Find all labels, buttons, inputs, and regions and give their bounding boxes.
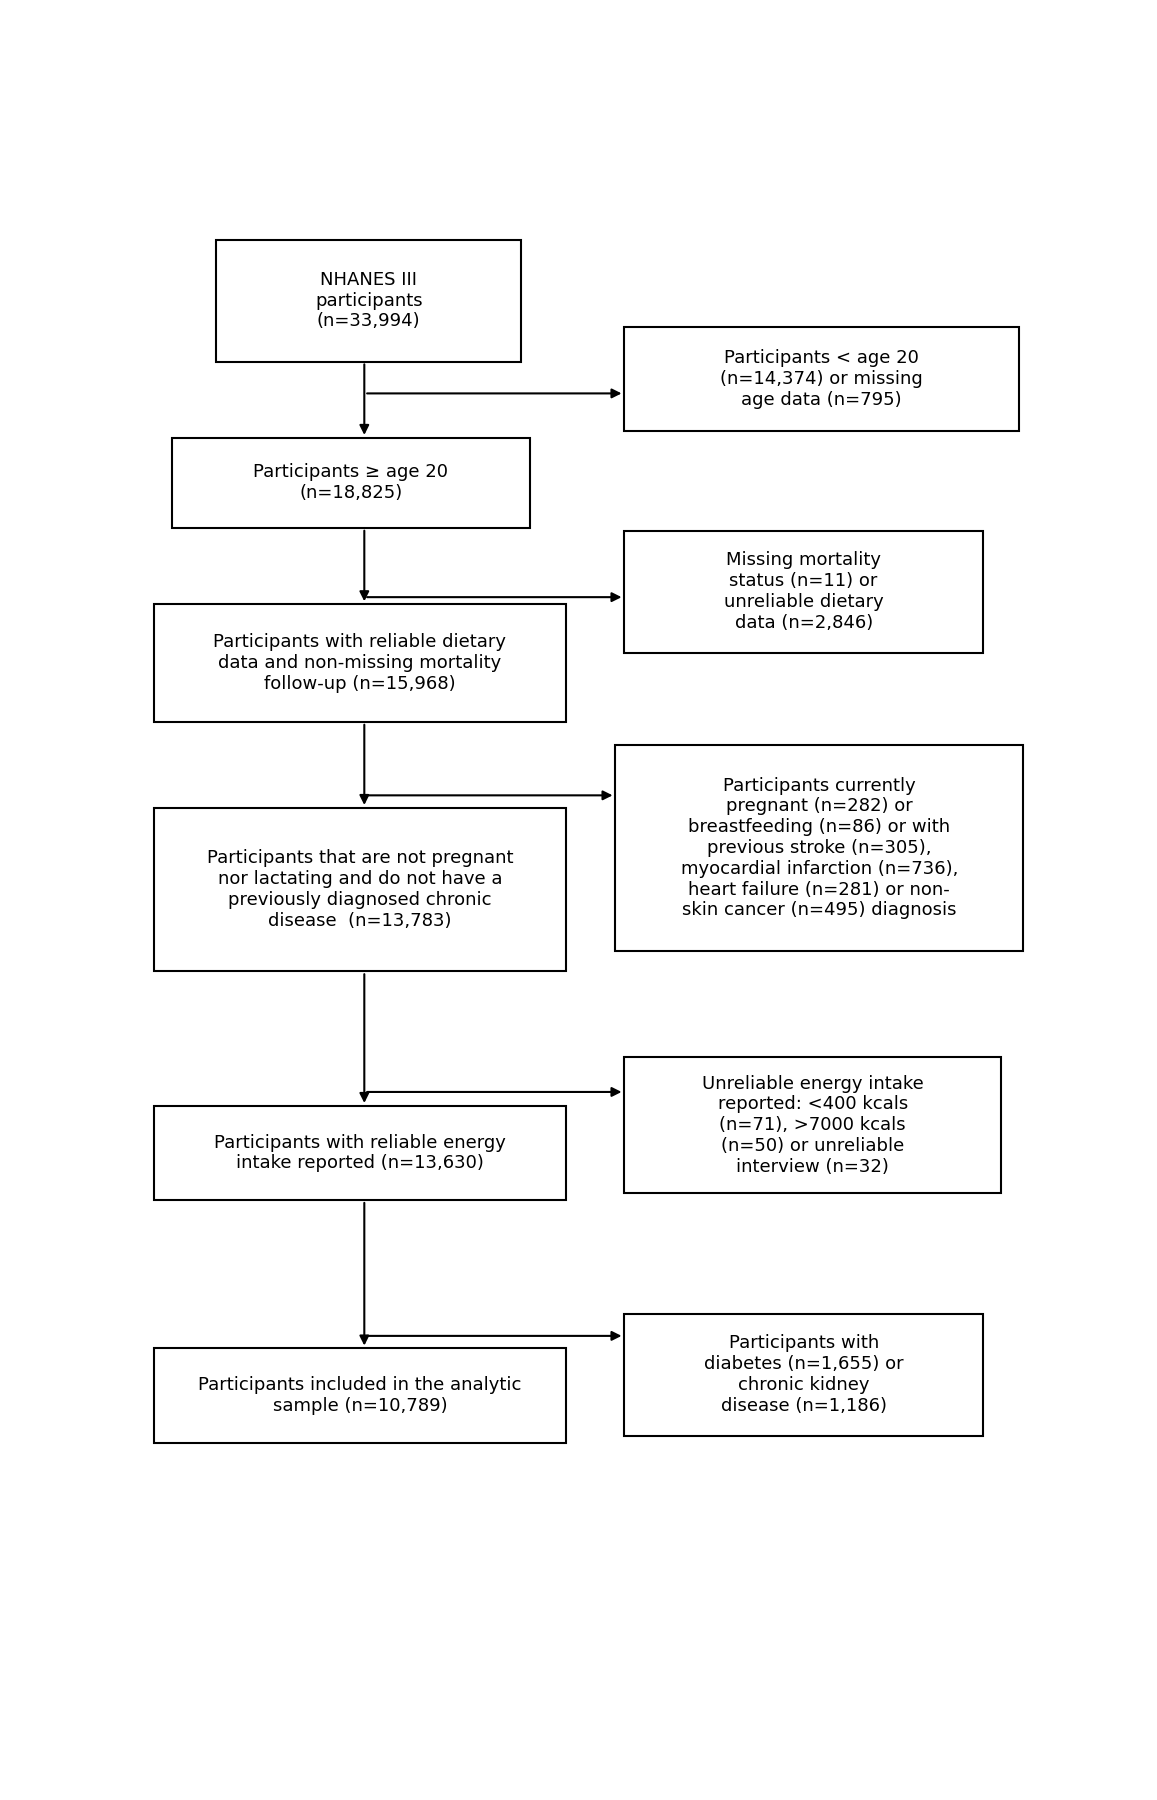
FancyBboxPatch shape — [625, 1314, 983, 1436]
FancyBboxPatch shape — [171, 437, 530, 527]
FancyBboxPatch shape — [154, 605, 566, 722]
FancyBboxPatch shape — [625, 328, 1019, 430]
FancyBboxPatch shape — [625, 531, 983, 653]
Text: Participants included in the analytic
sample (n=10,789): Participants included in the analytic sa… — [198, 1375, 522, 1415]
Text: Participants < age 20
(n=14,374) or missing
age data (n=795): Participants < age 20 (n=14,374) or miss… — [721, 349, 923, 409]
Text: Participants with reliable dietary
data and non-missing mortality
follow-up (n=1: Participants with reliable dietary data … — [213, 634, 507, 693]
Text: NHANES III
participants
(n=33,994): NHANES III participants (n=33,994) — [315, 270, 422, 331]
FancyBboxPatch shape — [154, 1348, 566, 1442]
Text: Participants that are not pregnant
nor lactating and do not have a
previously di: Participants that are not pregnant nor l… — [207, 850, 513, 931]
Text: Participants currently
pregnant (n=282) or
breastfeeding (n=86) or with
previous: Participants currently pregnant (n=282) … — [680, 776, 958, 920]
FancyBboxPatch shape — [625, 1057, 1001, 1193]
FancyBboxPatch shape — [616, 745, 1023, 950]
FancyBboxPatch shape — [154, 808, 566, 972]
Text: Participants ≥ age 20
(n=18,825): Participants ≥ age 20 (n=18,825) — [253, 463, 449, 502]
FancyBboxPatch shape — [154, 1105, 566, 1201]
Text: Participants with
diabetes (n=1,655) or
chronic kidney
disease (n=1,186): Participants with diabetes (n=1,655) or … — [703, 1334, 904, 1415]
Text: Unreliable energy intake
reported: <400 kcals
(n=71), >7000 kcals
(n=50) or unre: Unreliable energy intake reported: <400 … — [702, 1075, 923, 1175]
FancyBboxPatch shape — [216, 239, 521, 362]
Text: Missing mortality
status (n=11) or
unreliable dietary
data (n=2,846): Missing mortality status (n=11) or unrel… — [724, 551, 884, 632]
Text: Participants with reliable energy
intake reported (n=13,630): Participants with reliable energy intake… — [214, 1134, 506, 1172]
